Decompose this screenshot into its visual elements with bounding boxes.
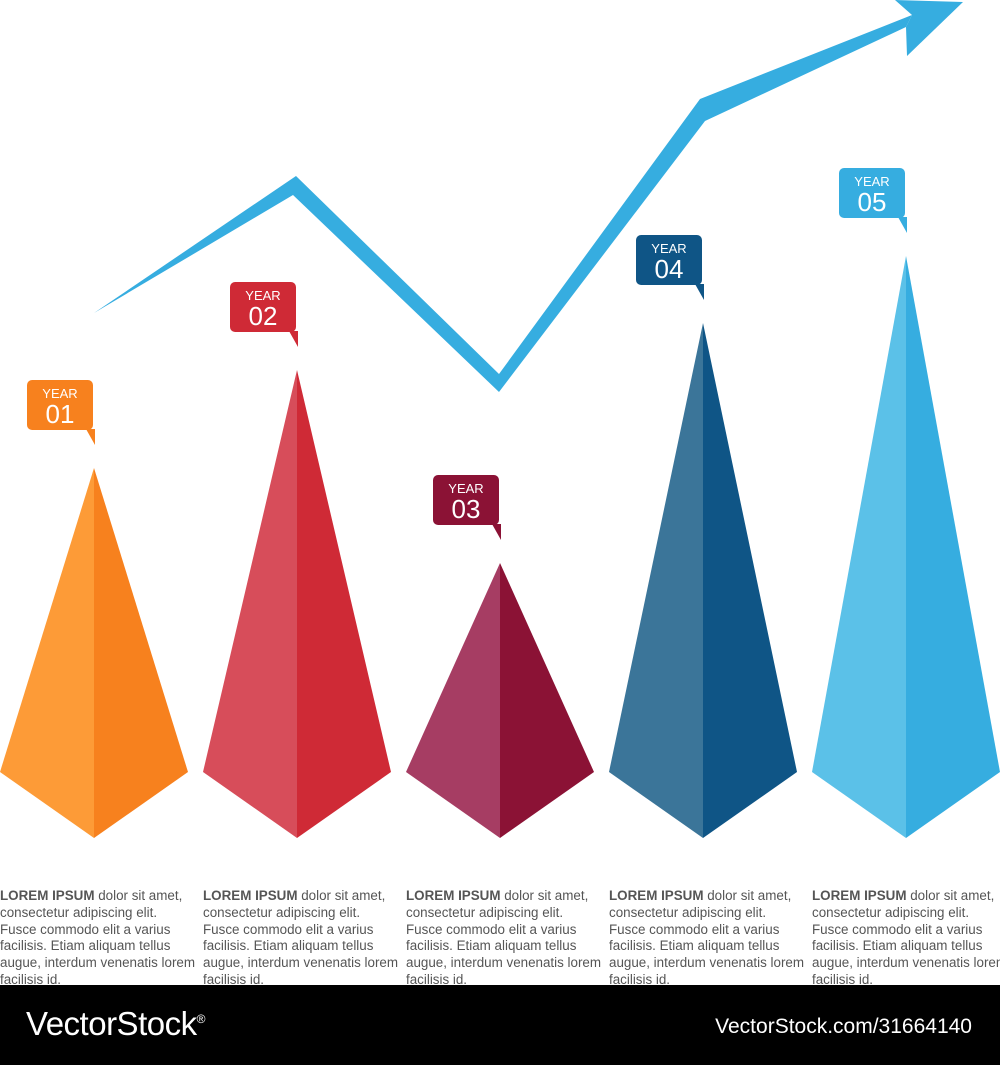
year-label-number: 01 [46, 399, 75, 429]
year-label-box [27, 380, 93, 430]
text-block-3: LOREM IPSUM dolor sit amet, consectetur … [406, 888, 602, 985]
year-label-box [433, 475, 499, 525]
year-label-word: YEAR [448, 481, 483, 496]
year-label-tail [492, 524, 501, 540]
year-label-box [230, 282, 296, 332]
year-label-box [636, 235, 702, 285]
text-block-lead: LOREM IPSUM [203, 888, 298, 903]
trend-arrow-line [94, 15, 912, 392]
pyramid-bar-left [0, 468, 94, 838]
trend-arrow-head [895, 0, 963, 56]
pyramid-bar-right [297, 370, 391, 838]
year-label-number: 04 [655, 254, 684, 284]
text-block-lead: LOREM IPSUM [812, 888, 907, 903]
text-block-lead: LOREM IPSUM [0, 888, 95, 903]
pyramid-bar-right [703, 323, 797, 838]
pyramid-bars-layer [0, 256, 1000, 838]
pyramid-bar-left [203, 370, 297, 838]
year-label-number: 03 [452, 494, 481, 524]
text-block-body: dolor sit amet, consectetur adipiscing e… [406, 888, 602, 985]
text-block-body: dolor sit amet, consectetur adipiscing e… [203, 888, 399, 985]
year-label-word: YEAR [42, 386, 77, 401]
brand-registered-mark: ® [196, 1012, 206, 1026]
text-block-lead: LOREM IPSUM [406, 888, 501, 903]
watermark-footer: VectorStock® VectorStock.com/31664140 [0, 985, 1000, 1065]
brand-name: VectorStock [26, 1005, 197, 1042]
year-label-box [839, 168, 905, 218]
brand-logo: VectorStock® [26, 1005, 205, 1043]
text-block-lead: LOREM IPSUM [609, 888, 704, 903]
year-label-tail [898, 217, 907, 233]
year-label-word: YEAR [854, 174, 889, 189]
year-label-word: YEAR [245, 288, 280, 303]
text-block-body: dolor sit amet, consectetur adipiscing e… [0, 888, 196, 985]
text-block-2: LOREM IPSUM dolor sit amet, consectetur … [203, 888, 399, 985]
year-label-word: YEAR [651, 241, 686, 256]
year-label-number: 02 [249, 301, 278, 331]
trend-arrow-layer [94, 0, 963, 392]
year-label-number: 05 [858, 187, 887, 217]
text-block-4: LOREM IPSUM dolor sit amet, consectetur … [609, 888, 805, 985]
pyramid-bar-right [94, 468, 188, 838]
pyramid-bar-left [609, 323, 703, 838]
pyramid-bar-left [812, 256, 906, 838]
pyramid-bar-right [500, 563, 594, 838]
year-label-tail [86, 429, 95, 445]
text-block-body: dolor sit amet, consectetur adipiscing e… [812, 888, 1000, 985]
text-block-1: LOREM IPSUM dolor sit amet, consectetur … [0, 888, 196, 985]
pyramid-bar-left [406, 563, 500, 838]
text-block-body: dolor sit amet, consectetur adipiscing e… [609, 888, 805, 985]
year-label-tail [289, 331, 298, 347]
image-reference: VectorStock.com/31664140 [715, 1015, 972, 1038]
pyramid-bar-right [906, 256, 1000, 838]
text-block-5: LOREM IPSUM dolor sit amet, consectetur … [812, 888, 1000, 985]
year-label-tail [695, 284, 704, 300]
